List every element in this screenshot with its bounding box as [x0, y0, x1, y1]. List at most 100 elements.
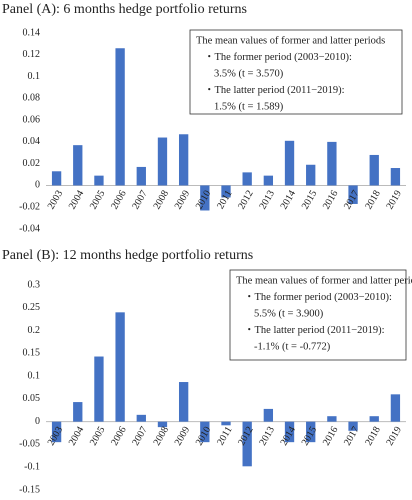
x-tick-label: 2009	[173, 189, 193, 212]
x-tick-label: 2003	[46, 425, 66, 448]
annotation-line: The mean values of former and latter per…	[236, 275, 412, 286]
x-tick-label: 2019	[384, 189, 404, 212]
bar	[115, 312, 125, 422]
x-tick-label: 2004	[67, 425, 87, 448]
y-tick-label: 0.2	[28, 325, 41, 336]
x-tick-label: 2015	[300, 425, 320, 448]
y-tick-label: -0.05	[19, 439, 40, 450]
bar	[51, 171, 62, 186]
y-tick-label: 0.15	[23, 348, 41, 359]
bar	[242, 421, 252, 467]
y-tick-label: 0.02	[23, 158, 41, 169]
bar	[242, 172, 252, 186]
bar	[348, 185, 358, 204]
y-tick-label: 0.1	[28, 71, 41, 82]
x-tick-label: 2012	[236, 189, 256, 212]
x-tick-label: 2003	[46, 189, 66, 212]
y-tick-label: 0	[35, 180, 40, 191]
bar	[94, 175, 104, 186]
annotation-box	[189, 29, 403, 115]
x-tick-label: 2013	[257, 425, 277, 448]
bar	[221, 185, 231, 198]
x-tick-label: 2007	[130, 425, 150, 448]
bar	[369, 154, 379, 186]
bar	[115, 48, 125, 186]
panel-title: Panel (A): 6 months hedge portfolio retu…	[2, 2, 247, 17]
bar	[263, 408, 274, 422]
bar	[369, 416, 379, 422]
y-tick-label: -0.04	[19, 223, 40, 234]
bar	[178, 134, 189, 186]
annotation-box	[229, 269, 407, 361]
x-tick-label: 2015	[300, 189, 320, 212]
bar	[157, 137, 168, 186]
annotation-line: 5.5% (t = 3.900)	[254, 308, 324, 319]
x-tick-label: 2005	[88, 425, 108, 448]
x-tick-label: 2009	[173, 425, 193, 448]
annotation-line: 1.5% (t = 1.589)	[214, 101, 284, 112]
y-tick-label: -0.02	[19, 202, 40, 213]
bar	[136, 414, 146, 422]
x-tick-label: 2010	[194, 189, 214, 212]
y-tick-label: 0.1	[28, 370, 41, 381]
x-tick-label: 2017	[342, 189, 362, 212]
bar	[73, 402, 83, 422]
x-tick-label: 2011	[215, 189, 234, 212]
x-tick-label: 2006	[109, 189, 129, 212]
y-tick-label: 0.3	[28, 279, 41, 290]
x-tick-label: 2007	[130, 189, 150, 212]
bar	[327, 141, 337, 186]
annotation-line: ・The latter period (2011−2019):	[204, 85, 345, 96]
bar	[200, 185, 210, 211]
bar	[284, 421, 295, 443]
bar	[178, 382, 189, 422]
x-tick-label: 2011	[215, 425, 234, 448]
bar	[306, 164, 316, 186]
annotation-line: ・The latter period (2011−2019):	[244, 325, 385, 336]
bar	[136, 166, 146, 186]
bar	[284, 140, 295, 186]
bar	[94, 356, 104, 422]
y-tick-label: 0.14	[23, 27, 41, 38]
annotation-line: ・The former period (2003−2010):	[244, 292, 392, 303]
annotation-line: The mean values of former and latter per…	[196, 35, 385, 46]
bar	[327, 416, 337, 422]
bar	[157, 421, 168, 428]
bar	[306, 421, 316, 443]
x-tick-label: 2014	[279, 189, 299, 212]
x-tick-label: 2012	[236, 425, 256, 448]
x-tick-label: 2019	[384, 425, 404, 448]
x-tick-label: 2006	[109, 425, 129, 448]
y-tick-label: 0.12	[23, 49, 41, 60]
y-tick-label: 0.04	[23, 136, 41, 147]
y-tick-label: 0.25	[23, 302, 41, 313]
annotation-line: 3.5% (t = 3.570)	[214, 68, 284, 79]
bar	[200, 421, 210, 443]
x-tick-label: 2014	[279, 425, 299, 448]
y-tick-label: 0.08	[23, 93, 41, 104]
bar	[221, 421, 231, 426]
bar	[263, 175, 274, 186]
x-tick-label: 2018	[363, 189, 383, 212]
x-tick-label: 2016	[321, 189, 341, 212]
x-tick-label: 2010	[194, 425, 214, 448]
x-tick-label: 2004	[67, 189, 87, 212]
bar	[390, 168, 401, 186]
annotation-line: -1.1% (t = -0.772)	[254, 341, 331, 352]
x-tick-label: 2017	[342, 425, 362, 448]
y-tick-label: -0.1	[24, 462, 40, 473]
bar	[348, 421, 358, 431]
x-tick-label: 2013	[257, 189, 277, 212]
x-tick-label: 2008	[152, 189, 172, 212]
annotation-line: ・The former period (2003−2010):	[204, 52, 352, 63]
bar	[73, 145, 83, 186]
y-tick-label: 0.06	[23, 114, 41, 125]
y-tick-label: 0	[35, 416, 40, 427]
x-tick-label: 2005	[88, 189, 108, 212]
y-tick-label: 0.05	[23, 393, 41, 404]
bar	[390, 394, 401, 422]
x-tick-label: 2018	[363, 425, 383, 448]
y-tick-label: -0.15	[19, 484, 40, 495]
panel-title: Panel (B): 12 months hedge portfolio ret…	[2, 248, 253, 263]
